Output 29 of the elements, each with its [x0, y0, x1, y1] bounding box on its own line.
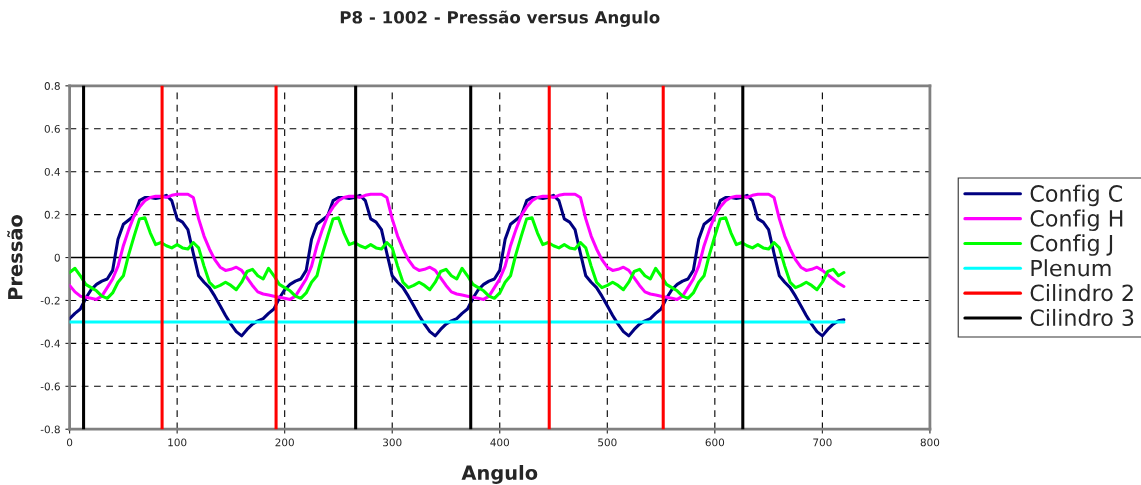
x-tick-label: 200 [275, 438, 294, 447]
y-tick-label: -0.8 [40, 425, 60, 434]
y-tick-label: 0.8 [44, 82, 60, 90]
y-axis-title: Pressão [7, 215, 23, 300]
x-tick-label: 700 [813, 438, 832, 447]
y-tick-label: 0.2 [44, 210, 60, 219]
y-tick-label: -0.4 [40, 339, 60, 348]
y-tick-label: -0.2 [40, 296, 60, 305]
legend-label: Cilindro 3 [1030, 308, 1134, 327]
y-tick-label: -0.6 [40, 382, 60, 391]
legend-label: Config C [1030, 184, 1123, 207]
y-tick-label: 0.6 [44, 124, 60, 133]
line-series [69, 216, 846, 300]
y-tick-label: 0.4 [44, 167, 60, 176]
x-axis-title: Angulo [461, 465, 538, 484]
legend-label: Plenum [1031, 259, 1111, 277]
legend-label: Config H [1030, 209, 1123, 232]
x-tick-label: 0 [66, 438, 73, 447]
legend-label: Config J [1030, 234, 1113, 256]
line-series [69, 192, 846, 301]
x-tick-label: 100 [168, 438, 187, 447]
legend-label: Cilindro 2 [1030, 284, 1133, 302]
y-tick-label: 0 [54, 253, 60, 262]
x-tick-label: 300 [383, 438, 402, 447]
chart-title: P8 - 1002 - Pressão versus Angulo [340, 10, 660, 27]
x-tick-label: 600 [705, 438, 725, 447]
x-tick-label: 400 [490, 438, 510, 447]
x-tick-label: 500 [598, 438, 617, 447]
x-tick-label: 800 [920, 438, 940, 447]
